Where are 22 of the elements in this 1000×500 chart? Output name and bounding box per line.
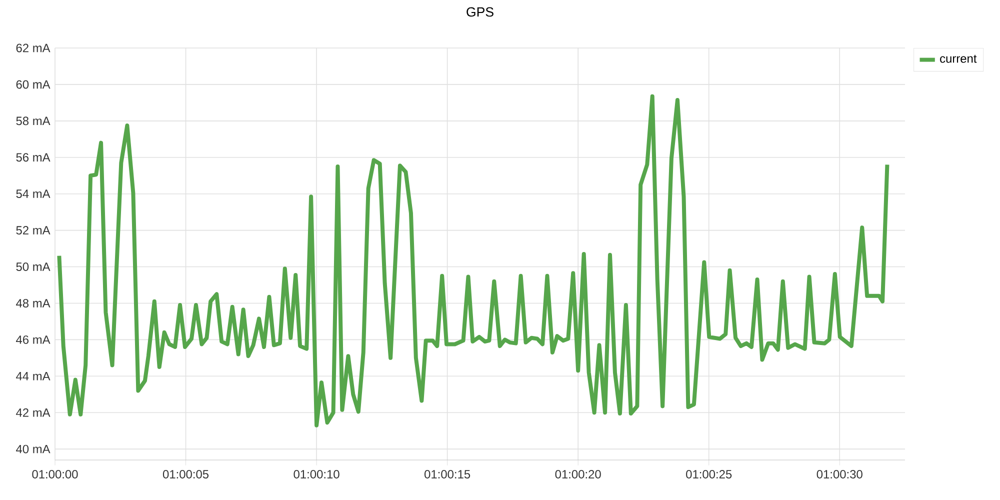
y-tick-label: 42 mA [16,408,50,417]
y-tick-label: 52 mA [16,226,50,235]
x-tick-label: 01:00:10 [294,470,340,478]
y-tick-label: 44 mA [16,372,50,380]
x-tick-label: 01:00:00 [32,470,78,478]
y-tick-label: 40 mA [16,444,50,454]
line-series [57,94,890,428]
x-tick-label: 01:00:05 [162,470,209,478]
x-tick-label: 01:00:25 [686,470,732,478]
y-tick-label: 62 mA [16,44,50,52]
legend-label: current [940,54,977,63]
x-tick-label: 01:00:20 [555,470,601,478]
x-tick-label: 01:00:30 [816,470,862,478]
x-tick-label: 01:00:15 [424,470,470,478]
y-tick-label: 58 mA [16,116,50,126]
y-tick-label: 50 mA [16,262,50,271]
y-tick-label: 46 mA [16,335,50,344]
y-tick-label: 48 mA [16,298,50,308]
chart-title: GPS [466,7,494,17]
y-tick-label: 60 mA [16,80,50,89]
y-tick-label: 54 mA [16,190,50,198]
y-tick-label: 56 mA [16,153,50,162]
